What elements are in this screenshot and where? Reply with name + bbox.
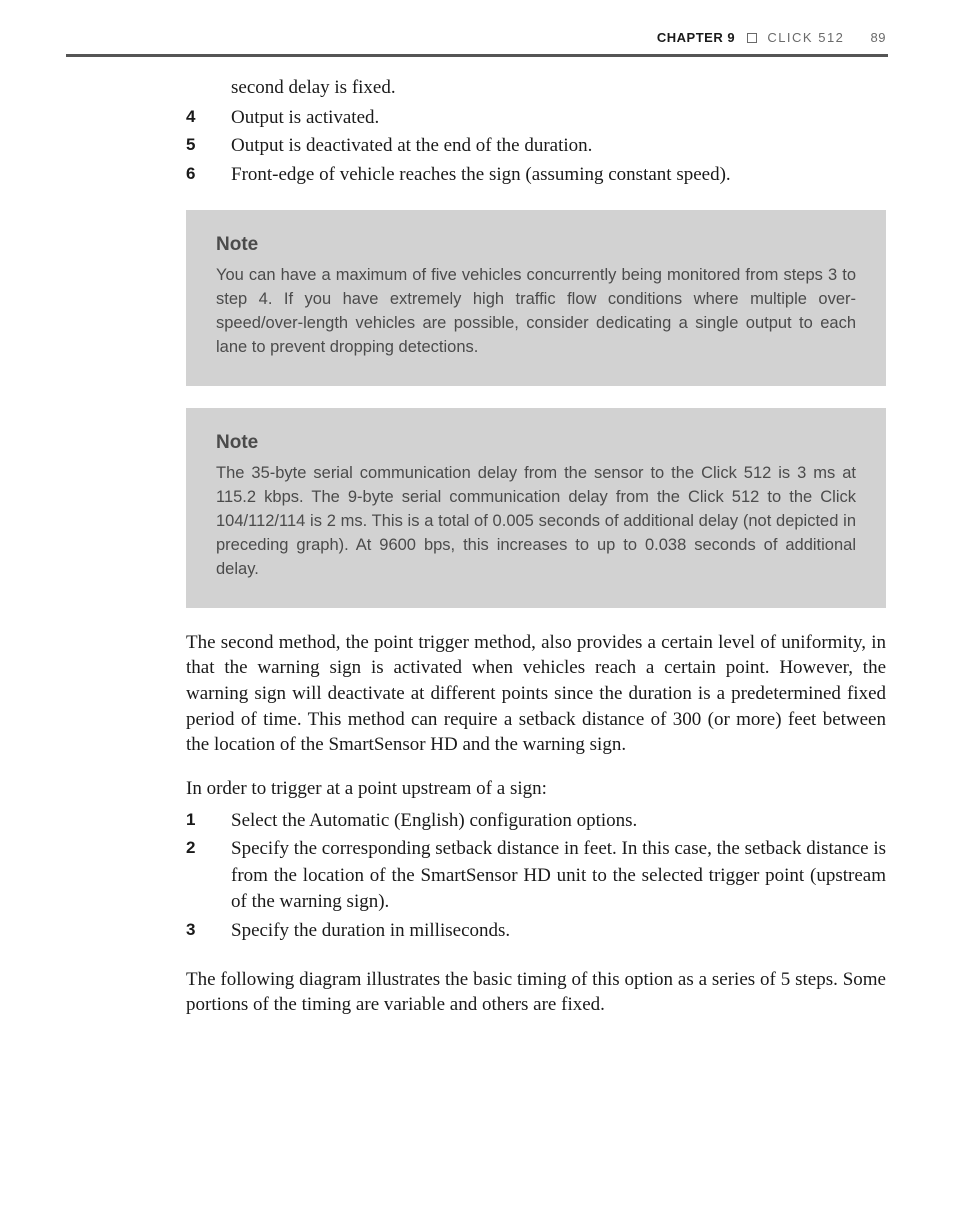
note-heading: Note: [216, 234, 856, 256]
header-rule: [66, 54, 888, 57]
step-text: Select the Automatic (English) configura…: [231, 810, 637, 831]
note-box-1: Note You can have a maximum of five vehi…: [186, 210, 886, 386]
section-label: CLICK 512: [767, 30, 844, 45]
page-header: CHAPTER 9 CLICK 512 89: [657, 30, 886, 45]
step-text: Front-edge of vehicle reaches the sign (…: [231, 164, 731, 185]
step-number: 3: [186, 918, 195, 942]
list-item: 3 Specify the duration in milliseconds.: [186, 918, 886, 945]
list-item: 6 Front-edge of vehicle reaches the sign…: [186, 162, 886, 189]
step-text: Output is deactivated at the end of the …: [231, 135, 592, 156]
continuation-line: second delay is fixed.: [231, 75, 886, 101]
step-text: Output is activated.: [231, 107, 379, 128]
steps-list-b: 1 Select the Automatic (English) configu…: [186, 808, 886, 945]
list-item: 5 Output is deactivated at the end of th…: [186, 133, 886, 160]
paragraph-method: The second method, the point trigger met…: [186, 630, 886, 758]
step-number: 2: [186, 836, 195, 860]
page-content: second delay is fixed. 4 Output is activ…: [186, 75, 886, 1036]
step-number: 6: [186, 162, 195, 186]
list-item: 2 Specify the corresponding setback dist…: [186, 836, 886, 916]
step-number: 1: [186, 808, 195, 832]
step-number: 5: [186, 133, 195, 157]
page-number: 89: [871, 30, 886, 45]
note-body: You can have a maximum of five vehicles …: [216, 264, 856, 360]
note-body: The 35-byte serial communication delay f…: [216, 462, 856, 582]
step-text: Specify the duration in milliseconds.: [231, 920, 510, 941]
checkbox-icon: [747, 33, 757, 43]
note-box-2: Note The 35-byte serial communication de…: [186, 408, 886, 608]
chapter-label: CHAPTER 9: [657, 30, 735, 45]
list-item: 4 Output is activated.: [186, 105, 886, 132]
lead-in-text: In order to trigger at a point upstream …: [186, 776, 886, 802]
list-item: 1 Select the Automatic (English) configu…: [186, 808, 886, 835]
note-heading: Note: [216, 432, 856, 454]
steps-list-a: 4 Output is activated. 5 Output is deact…: [186, 105, 886, 189]
closing-paragraph: The following diagram illustrates the ba…: [186, 967, 886, 1018]
step-number: 4: [186, 105, 195, 129]
step-text: Specify the corresponding setback distan…: [231, 838, 886, 912]
